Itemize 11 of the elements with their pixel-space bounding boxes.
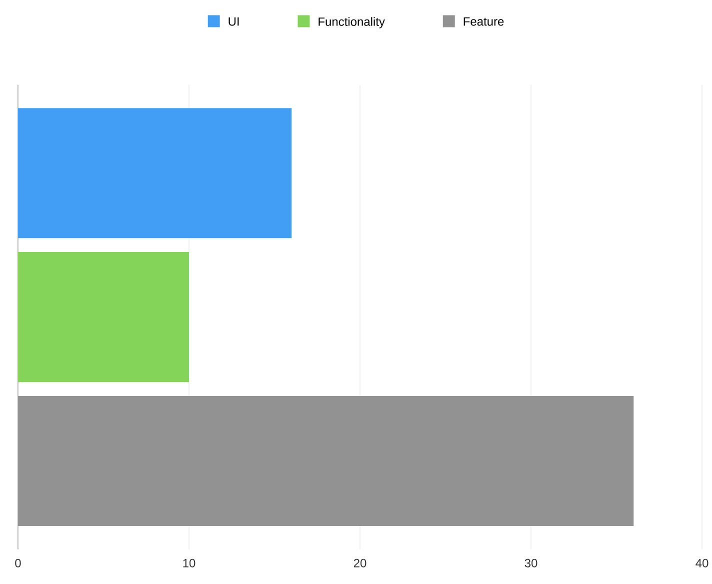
x-tick-label: 30 (524, 558, 538, 568)
bar (18, 108, 292, 238)
bar (18, 252, 189, 382)
x-tick-label: 20 (354, 558, 366, 568)
legend-label: Functionality (318, 17, 385, 28)
x-tick-label: 0 (15, 558, 21, 568)
x-tick-label: 10 (183, 558, 196, 568)
legend-label: UI (228, 17, 239, 26)
legend-label: Feature (464, 17, 504, 26)
x-tick-label: 40 (696, 558, 708, 568)
bar (18, 396, 634, 526)
